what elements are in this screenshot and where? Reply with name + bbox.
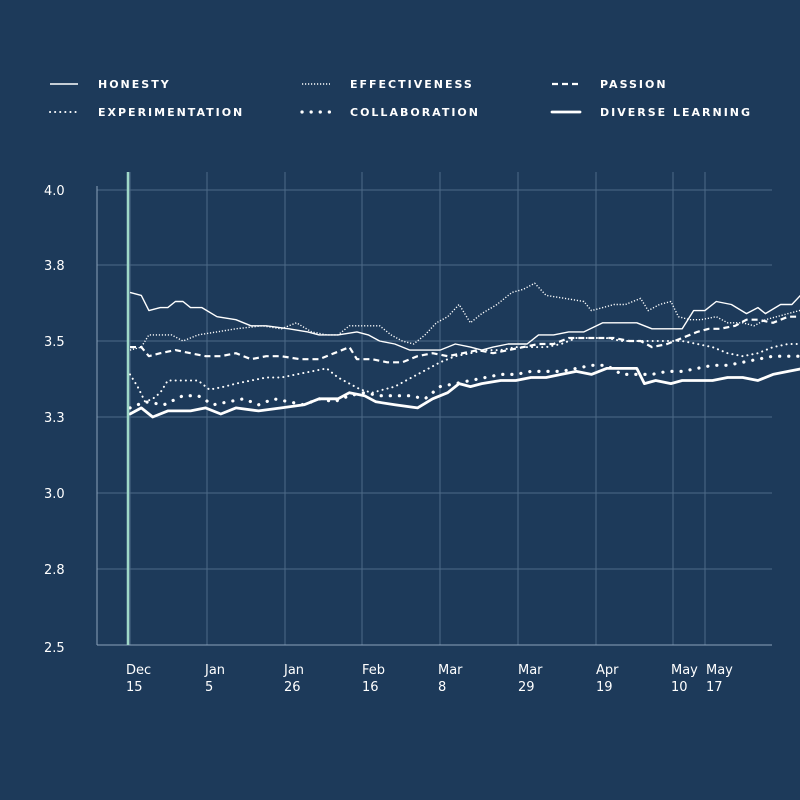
series-line-honesty bbox=[129, 291, 800, 351]
legend-item-experimentation: EXPERIMENTATION bbox=[49, 106, 244, 119]
x-tick-month: Mar bbox=[518, 663, 543, 678]
x-tick-month: Jan bbox=[283, 663, 304, 678]
legend-label: EXPERIMENTATION bbox=[98, 106, 244, 119]
legend-item-diverse-learning: DIVERSE LEARNING bbox=[550, 106, 752, 119]
legend-label: EFFECTIVENESS bbox=[350, 78, 474, 91]
legend-item-passion: PASSION bbox=[552, 78, 668, 91]
series-line-effectiveness bbox=[129, 282, 800, 351]
x-tick-label: Feb 16 bbox=[362, 663, 385, 695]
x-tick-day: 17 bbox=[706, 680, 723, 695]
axes bbox=[96, 186, 772, 646]
y-tick-labels: 4.0 3.8 3.5 3.3 3.0 2.8 2.5 bbox=[44, 184, 65, 656]
x-tick-labels: Dec15Jan5Jan26Feb16Mar8Mar29Apr19May10Ma… bbox=[126, 663, 733, 695]
y-tick-label: 3.8 bbox=[44, 259, 65, 274]
x-tick-day: 26 bbox=[284, 680, 301, 695]
x-tick-day: 10 bbox=[671, 680, 688, 695]
x-tick-day: 8 bbox=[438, 680, 446, 695]
x-tick-label: Mar 29 bbox=[518, 663, 543, 695]
legend-label: PASSION bbox=[600, 78, 668, 91]
grid bbox=[97, 172, 772, 645]
y-tick-label: 2.5 bbox=[44, 641, 65, 656]
y-tick-label: 4.0 bbox=[44, 184, 65, 199]
x-tick-label: Dec 15 bbox=[126, 663, 151, 695]
x-tick-day: 16 bbox=[362, 680, 379, 695]
y-tick-label: 3.3 bbox=[44, 411, 65, 426]
x-tick-day: 19 bbox=[596, 680, 613, 695]
x-tick-day: 5 bbox=[205, 680, 213, 695]
legend-label: COLLABORATION bbox=[350, 106, 480, 119]
y-tick-label: 2.8 bbox=[44, 563, 65, 578]
x-tick-month: May bbox=[706, 663, 733, 678]
legend-item-effectiveness: EFFECTIVENESS bbox=[302, 78, 474, 91]
series-line-diverse-learning bbox=[128, 367, 800, 419]
x-tick-label: Jan 26 bbox=[283, 663, 304, 695]
x-tick-label: Apr 19 bbox=[596, 663, 619, 695]
legend-item-honesty: HONESTY bbox=[50, 78, 171, 91]
series-line-passion bbox=[130, 315, 800, 364]
x-tick-label: May 17 bbox=[706, 663, 733, 695]
x-tick-label: Mar 8 bbox=[438, 663, 463, 695]
x-tick-day: 15 bbox=[126, 680, 143, 695]
x-tick-month: May bbox=[671, 663, 698, 678]
legend: HONESTY EFFECTIVENESS PASSION EXPERIMENTATI… bbox=[49, 78, 752, 119]
x-tick-month: Jan bbox=[204, 663, 225, 678]
y-tick-label: 3.5 bbox=[44, 335, 65, 350]
x-tick-month: Dec bbox=[126, 663, 151, 678]
x-tick-label: Jan 5 bbox=[204, 663, 225, 695]
x-tick-day: 29 bbox=[518, 680, 535, 695]
series-line-collaboration bbox=[128, 354, 800, 410]
legend-label: DIVERSE LEARNING bbox=[600, 106, 752, 119]
x-tick-month: Apr bbox=[596, 663, 619, 678]
y-tick-label: 3.0 bbox=[44, 487, 65, 502]
legend-label: HONESTY bbox=[98, 78, 171, 91]
series-line-experimentation bbox=[129, 337, 800, 403]
x-tick-month: Mar bbox=[438, 663, 463, 678]
legend-item-collaboration: COLLABORATION bbox=[300, 106, 480, 119]
series-lines bbox=[128, 282, 800, 419]
x-tick-month: Feb bbox=[362, 663, 385, 678]
x-tick-label: May 10 bbox=[671, 663, 698, 695]
